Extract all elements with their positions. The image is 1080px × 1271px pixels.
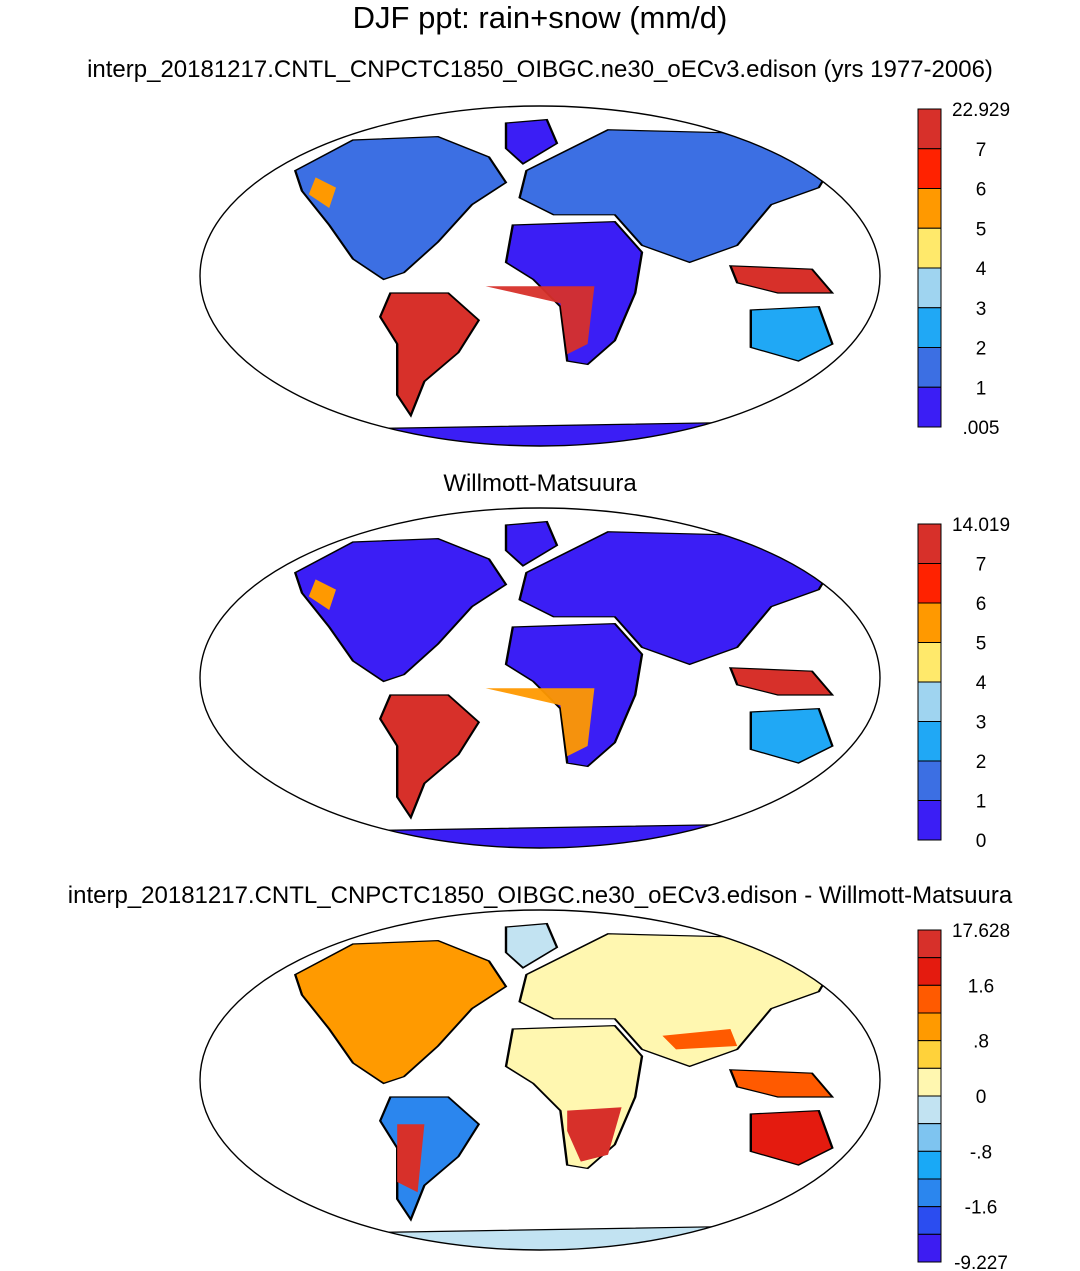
globe-outline	[199, 909, 881, 1251]
land-layer	[293, 922, 841, 1250]
colorbar-swatch	[917, 760, 942, 801]
colorbar-tick-label: 22.929	[952, 100, 1010, 121]
colorbar-tick-label: 4	[976, 259, 987, 280]
landmass-greenland	[504, 922, 559, 969]
map-panel-2	[199, 507, 881, 849]
himalaya-bias	[662, 1029, 738, 1050]
colorbar-swatch	[917, 188, 942, 229]
colorbar-tick-label: 6	[976, 594, 987, 615]
colorbar-swatch	[917, 1206, 942, 1235]
colorbar-tick-label: 2	[976, 752, 987, 773]
colorbar-tick-label: 1.6	[968, 976, 994, 997]
tropical-africa-band	[485, 688, 595, 757]
pacific-northwest-band	[308, 177, 336, 208]
colorbar-tick-label: 4	[976, 673, 987, 694]
colorbar-2: 14.019 7 6 5 4 3 2 1 0	[917, 515, 1010, 852]
landmass-northAmerica	[293, 537, 508, 683]
map-panel-1	[199, 105, 881, 447]
colorbar-swatch	[917, 108, 942, 150]
colorbar-tick-label: .005	[963, 418, 1000, 439]
colorbar-swatch	[917, 1012, 942, 1042]
colorbar-swatch	[917, 984, 942, 1014]
colorbar-tick-label: 3	[976, 713, 987, 734]
colorbar-tick-label: 0	[976, 831, 987, 852]
colorbar-tick-label: 14.019	[952, 515, 1010, 536]
landmass-southAmerica	[378, 694, 481, 820]
colorbar-swatch	[917, 227, 942, 269]
colorbar-swatch	[917, 957, 942, 986]
colorbar-swatch	[917, 563, 942, 604]
colorbar-swatch	[917, 1067, 942, 1097]
landmass-africa	[504, 1024, 644, 1170]
colorbar-swatch	[917, 800, 942, 841]
colorbar-tick-label: -1.6	[965, 1198, 998, 1219]
landmass-maritime	[728, 667, 835, 696]
colorbar-swatch	[917, 1178, 942, 1208]
colorbar-swatch	[917, 1233, 942, 1263]
panel-2-title: Willmott-Matsuura	[443, 470, 637, 497]
colorbar-swatch	[917, 148, 942, 189]
pacific-northwest-band	[308, 579, 336, 610]
colorbar-swatch	[917, 267, 942, 309]
landmass-australia	[749, 707, 834, 764]
colorbar-swatch	[917, 642, 942, 683]
colorbar-swatch	[917, 1095, 942, 1125]
colorbar-swatch	[917, 602, 942, 643]
colorbar-tick-label: 3	[976, 299, 987, 320]
landmass-northAmerica	[293, 939, 508, 1085]
landmass-southAmerica	[378, 292, 481, 418]
colorbar-tick-label: -.8	[970, 1142, 992, 1163]
tropical-africa-band	[485, 286, 595, 355]
landmass-greenland	[504, 118, 559, 165]
panel-3-title: interp_20181217.CNTL_CNPCTC1850_OIBGC.ne…	[67, 882, 1013, 909]
colorbar-swatch	[917, 386, 942, 428]
southern-africa-bias	[567, 1107, 622, 1162]
landmass-australia	[749, 1109, 834, 1166]
colorbar-swatch	[917, 721, 942, 762]
colorbar-tick-label: -9.227	[954, 1253, 1008, 1271]
colorbar-tick-label: 2	[976, 339, 987, 360]
landmass-maritime	[728, 265, 835, 294]
figure-title: DJF ppt: rain+snow (mm/d)	[352, 0, 728, 35]
colorbar-tick-label: 0	[976, 1087, 987, 1108]
colorbar-swatch	[917, 681, 942, 722]
panel-1-title: interp_20181217.CNTL_CNPCTC1850_OIBGC.ne…	[87, 56, 993, 83]
landmass-australia	[749, 305, 834, 362]
globe-outline	[199, 105, 881, 447]
colorbar-swatch	[917, 347, 942, 388]
andes-bias	[397, 1124, 425, 1193]
colorbar-1: 22.929 7 6 5 4 3 2 1 .005	[917, 100, 1010, 439]
colorbar-swatch	[917, 929, 942, 959]
colorbar-tick-label: 7	[976, 140, 987, 161]
globe-outline	[199, 507, 881, 849]
colorbar-swatch	[917, 1150, 942, 1180]
colorbar-tick-label: .8	[973, 1032, 989, 1053]
landmass-northAmerica	[293, 135, 508, 281]
colorbar-3: 17.628 1.6 .8 0 -.8 -1.6 -9.227	[917, 921, 1010, 1271]
colorbar-swatch	[917, 1040, 942, 1069]
landmass-southAmerica	[378, 1096, 481, 1222]
colorbar-swatch	[917, 307, 942, 348]
land-layer	[293, 118, 841, 446]
colorbar-tick-label: 17.628	[952, 921, 1010, 942]
land-layer	[293, 520, 841, 848]
colorbar-tick-label: 5	[976, 219, 987, 240]
colorbar-tick-label: 7	[976, 555, 987, 576]
colorbar-tick-label: 1	[976, 378, 987, 399]
colorbar-tick-label: 5	[976, 634, 987, 655]
colorbar-tick-label: 6	[976, 180, 987, 201]
map-panel-3	[199, 909, 881, 1251]
landmass-greenland	[504, 520, 559, 567]
colorbar-swatch	[917, 523, 942, 564]
landmass-maritime	[728, 1069, 835, 1098]
colorbar-swatch	[917, 1123, 942, 1152]
colorbar-tick-label: 1	[976, 792, 987, 813]
